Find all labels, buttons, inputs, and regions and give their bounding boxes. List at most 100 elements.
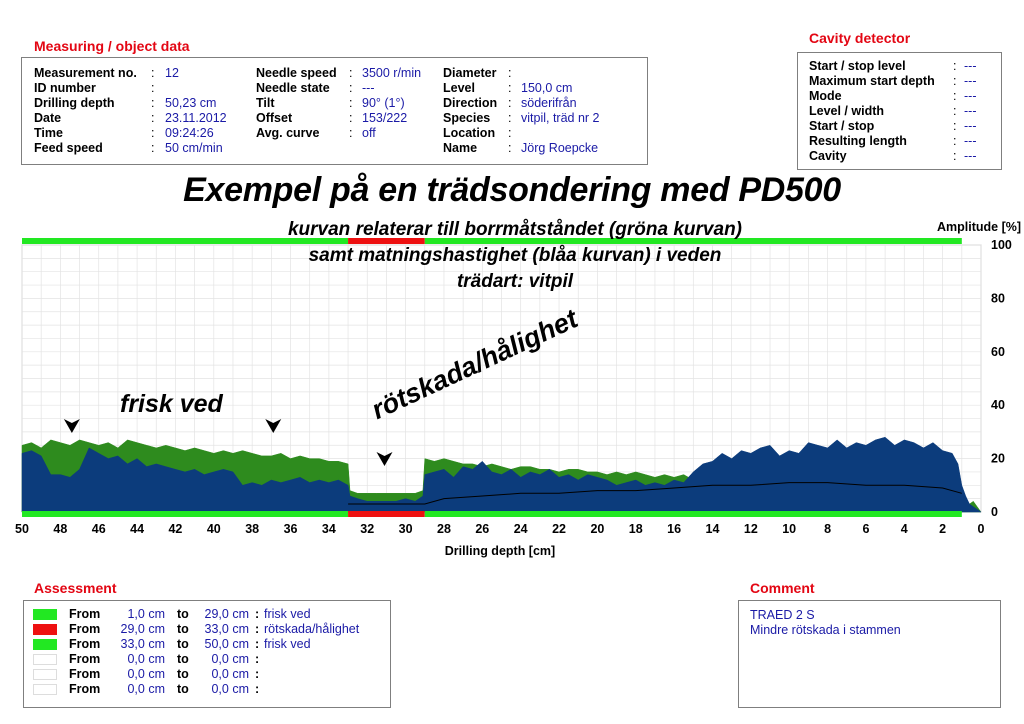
assessment-bar-bottom xyxy=(22,511,349,517)
assessment-bar-bottom xyxy=(348,511,425,517)
to-label: to xyxy=(177,652,189,666)
cavity-panel: Start / stop level : --- Maximum start d… xyxy=(797,52,1002,170)
colon: : xyxy=(953,149,957,163)
x-tick-label: 38 xyxy=(245,522,259,536)
from-label: From xyxy=(69,652,101,666)
species-label: Species xyxy=(443,111,491,125)
avg-curve-value: off xyxy=(362,126,376,140)
start-stop-level-value: --- xyxy=(964,59,977,73)
assessment-row: From 0,0 cm to 0,0 cm : xyxy=(33,652,393,667)
x-tick-label: 24 xyxy=(514,522,528,536)
assessment-bar-top xyxy=(424,238,962,244)
x-tick-label: 28 xyxy=(437,522,451,536)
to-value: 0,0 cm xyxy=(211,652,249,666)
segment-label: frisk ved xyxy=(264,637,311,651)
colon: : xyxy=(953,104,957,118)
feed-speed-value: 50 cm/min xyxy=(165,141,223,155)
start-stop-level-label: Start / stop level xyxy=(809,59,906,73)
comment-line-2: Mindre rötskada i stammen xyxy=(750,623,901,637)
from-value: 0,0 cm xyxy=(127,652,165,666)
colon: : xyxy=(151,66,155,80)
measurement-no-value: 12 xyxy=(165,66,179,80)
arrow-marker-icon xyxy=(63,419,80,433)
page-headline: Exempel på en trädsondering med PD500 xyxy=(183,171,841,209)
assessment-panel: From 1,0 cm to 29,0 cm : frisk ved From … xyxy=(23,600,391,708)
to-value: 29,0 cm xyxy=(204,607,249,621)
needle-speed-label: Needle speed xyxy=(256,66,337,80)
colon: : xyxy=(953,134,957,148)
x-tick-label: 32 xyxy=(360,522,374,536)
assessment-bars xyxy=(22,238,962,517)
color-swatch xyxy=(33,609,57,620)
chart-areas xyxy=(21,436,982,513)
annotation-sound-wood: frisk ved xyxy=(120,390,223,418)
to-value: 0,0 cm xyxy=(211,667,249,681)
colon: : xyxy=(255,667,260,681)
to-label: to xyxy=(177,607,189,621)
tilt-value: 90° (1°) xyxy=(362,96,405,110)
needle-state-value: --- xyxy=(362,81,375,95)
x-tick-label: 42 xyxy=(168,522,182,536)
color-swatch xyxy=(33,684,57,695)
resulting-length-label: Resulting length xyxy=(809,134,907,148)
x-tick-label: 30 xyxy=(399,522,413,536)
x-tick-label: 48 xyxy=(53,522,67,536)
color-swatch xyxy=(33,624,57,635)
avg-curve-label: Avg. curve xyxy=(256,126,320,140)
x-tick-label: 34 xyxy=(322,522,336,536)
assessment-row: From 1,0 cm to 29,0 cm : frisk ved xyxy=(33,607,393,622)
location-label: Location xyxy=(443,126,496,140)
colon: : xyxy=(508,96,512,110)
date-label: Date xyxy=(34,111,62,125)
cavity-value: --- xyxy=(964,149,977,163)
level-value: 150,0 cm xyxy=(521,81,573,95)
from-label: From xyxy=(69,682,101,696)
colon: : xyxy=(349,111,353,125)
x-tick-label: 2 xyxy=(939,522,946,536)
start-stop-value: --- xyxy=(964,119,977,133)
colon: : xyxy=(255,652,260,666)
x-tick-label: 18 xyxy=(629,522,643,536)
assessment-bar-top xyxy=(22,238,349,244)
colon: : xyxy=(151,111,155,125)
colon: : xyxy=(151,81,155,95)
feed-area-blue xyxy=(21,436,982,513)
x-axis-label: Drilling depth [cm] xyxy=(445,544,555,558)
subtitle-line-1: kurvan relaterar till borrmåtståndet (gr… xyxy=(287,219,742,240)
y-tick-label: 60 xyxy=(991,345,1005,359)
y-tick-label: 20 xyxy=(991,452,1005,466)
to-label: to xyxy=(177,682,189,696)
colon: : xyxy=(349,81,353,95)
to-label: to xyxy=(177,637,189,651)
time-value: 09:24:26 xyxy=(165,126,214,140)
needle-speed-value: 3500 r/min xyxy=(362,66,422,80)
drilling-depth-label: Drilling depth xyxy=(34,96,115,110)
needle-state-label: Needle state xyxy=(256,81,330,95)
level-width-label: Level / width xyxy=(809,104,885,118)
to-value: 0,0 cm xyxy=(211,682,249,696)
colon: : xyxy=(349,96,353,110)
colon: : xyxy=(508,81,512,95)
offset-label: Offset xyxy=(256,111,293,125)
colon: : xyxy=(508,126,512,140)
assessment-bar-top xyxy=(348,238,425,244)
colon: : xyxy=(255,637,260,651)
assessment-row: From 0,0 cm to 0,0 cm : xyxy=(33,682,393,697)
time-label: Time xyxy=(34,126,63,140)
arrow-marker-icon xyxy=(376,452,393,466)
y-tick-label: 100 xyxy=(991,238,1012,252)
drilling-chart: 50 48 46 44 42 40 38 36 34 32 30 28 26 24 22 20 18 16 14 12… xyxy=(15,220,1021,558)
segment-label: frisk ved xyxy=(264,607,311,621)
x-tick-label: 26 xyxy=(475,522,489,536)
from-value: 0,0 cm xyxy=(127,682,165,696)
date-value: 23.11.2012 xyxy=(165,111,227,125)
color-swatch xyxy=(33,654,57,665)
x-tick-label: 46 xyxy=(92,522,106,536)
measurement-no-label: Measurement no. xyxy=(34,66,137,80)
colon: : xyxy=(151,126,155,140)
segment-label: rötskada/hålighet xyxy=(264,622,360,636)
y-tick-label: 0 xyxy=(991,505,998,519)
colon: : xyxy=(255,682,260,696)
color-swatch xyxy=(33,669,57,680)
from-label: From xyxy=(69,667,101,681)
